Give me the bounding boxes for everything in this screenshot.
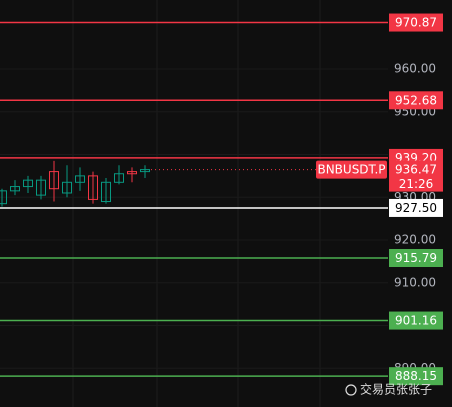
level-label-bg [389,91,443,110]
symbol-label: BNBUSDT.P [317,163,385,177]
level-label: 915.79 [395,251,437,265]
level-label-bg [389,198,443,217]
y-tick-label: 960.00 [394,62,436,76]
level-label-bg [389,13,443,32]
current-price-time: 21:26 [399,177,434,191]
vertical-grid [72,0,321,407]
level-label-bg [389,249,443,268]
level-label-bg [389,367,443,386]
y-tick-label: 910.00 [394,275,436,289]
watermark: 交易员张张子 [360,382,432,397]
candle-body [88,175,98,200]
current-price-label: 936.47 [395,163,437,177]
candle-body [23,179,33,188]
level-label: 888.15 [395,369,437,383]
candle-body [75,175,85,183]
candle-body [127,171,137,175]
y-tick-label: 920.00 [394,233,436,247]
watermark-icon [345,384,357,396]
symbol-label-bg [316,160,387,179]
candle-body [36,179,46,196]
candle-body [101,181,111,203]
candle-body [49,171,59,190]
candle-body [140,169,150,173]
level-label: 970.87 [395,16,437,30]
level-label-bg [389,311,443,330]
level-label: 901.16 [395,314,437,328]
level-label: 927.50 [395,201,437,215]
candle-body [10,186,20,192]
level-label: 952.68 [395,93,437,107]
candle-body [114,173,124,183]
candle-body [62,181,72,194]
candle-body [0,190,7,205]
current-price-bg [389,160,443,192]
